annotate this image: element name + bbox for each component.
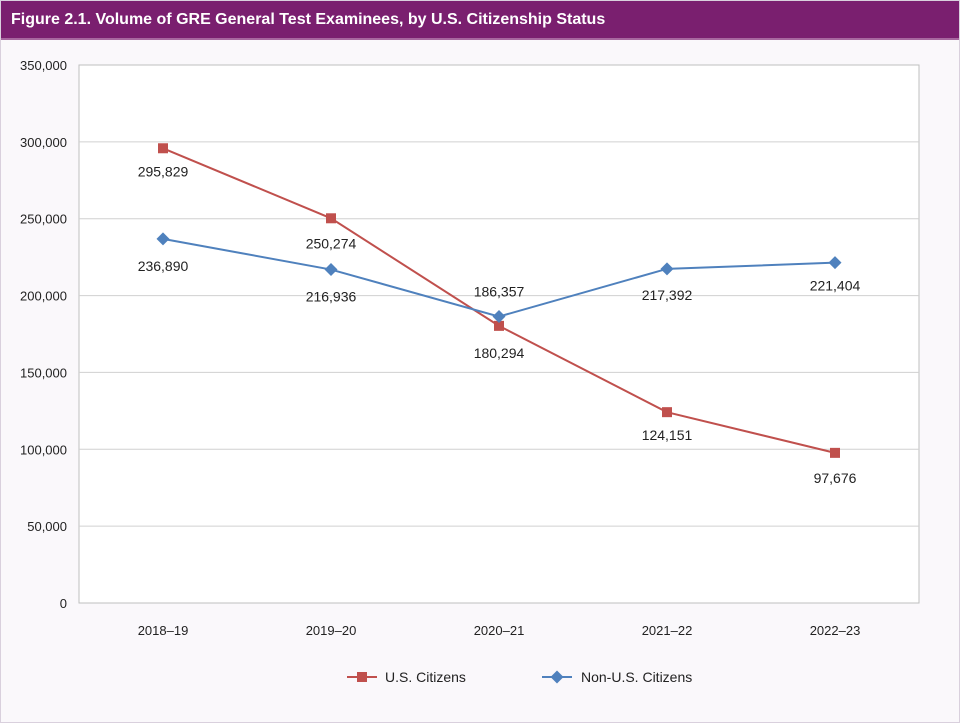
data-labels: 295,829 250,274 180,294 124,151 97,676 236,89…	[138, 163, 861, 486]
data-label: 124,151	[642, 427, 693, 443]
y-tick-label: 350,000	[20, 58, 67, 73]
legend-marker	[550, 670, 564, 684]
data-label: 186,357	[474, 284, 525, 300]
y-tick-label: 100,000	[20, 442, 67, 457]
data-point-us-citizens	[830, 447, 840, 458]
grid-lines	[79, 141, 919, 527]
data-point-non-us-citizens	[828, 256, 842, 270]
x-tick-label: 2019–20	[306, 623, 357, 638]
data-label: 216,936	[306, 289, 357, 305]
x-tick-label: 2020–21	[474, 623, 525, 638]
data-label: 217,392	[642, 287, 693, 303]
x-tick-label: 2022–23	[810, 623, 861, 638]
data-label: 97,676	[814, 470, 857, 486]
data-point-non-us-citizens	[156, 232, 170, 246]
data-label: 250,274	[306, 235, 357, 251]
x-axis-ticks: 2018–19 2019–20 2020–21 2021–22 2022–23	[138, 623, 861, 638]
data-point-non-us-citizens	[660, 262, 674, 276]
legend-marker	[357, 672, 367, 682]
y-tick-label: 200,000	[20, 289, 67, 304]
data-point-us-citizens	[494, 320, 504, 331]
y-tick-label: 150,000	[20, 365, 67, 380]
legend: U.S. Citizens Non-U.S. Citizens	[347, 669, 692, 685]
y-tick-label: 300,000	[20, 135, 67, 150]
plot-area	[78, 64, 920, 604]
x-tick-label: 2021–22	[642, 623, 693, 638]
data-point-non-us-citizens	[324, 263, 338, 277]
data-label: 180,294	[474, 345, 525, 361]
legend-label: U.S. Citizens	[385, 669, 466, 685]
line-chart: 0 50,000 100,000 150,000 200,000 250,000 300,0…	[20, 58, 920, 685]
x-tick-label: 2018–19	[138, 623, 189, 638]
data-label: 295,829	[138, 163, 189, 179]
y-tick-label: 50,000	[27, 519, 67, 534]
data-point-us-citizens	[158, 143, 168, 154]
y-tick-label: 250,000	[20, 212, 67, 227]
data-label: 221,404	[810, 278, 861, 294]
legend-label: Non-U.S. Citizens	[581, 669, 692, 685]
data-point-non-us-citizens	[492, 310, 506, 324]
data-point-us-citizens	[326, 213, 336, 224]
figure-title: Figure 2.1. Volume of GRE General Test E…	[1, 1, 959, 40]
y-axis-ticks: 0 50,000 100,000 150,000 200,000 250,000 300,0…	[20, 58, 67, 611]
y-tick-label: 0	[60, 596, 67, 611]
data-point-us-citizens	[662, 407, 672, 418]
series-layer	[156, 143, 842, 458]
data-label: 236,890	[138, 258, 189, 274]
